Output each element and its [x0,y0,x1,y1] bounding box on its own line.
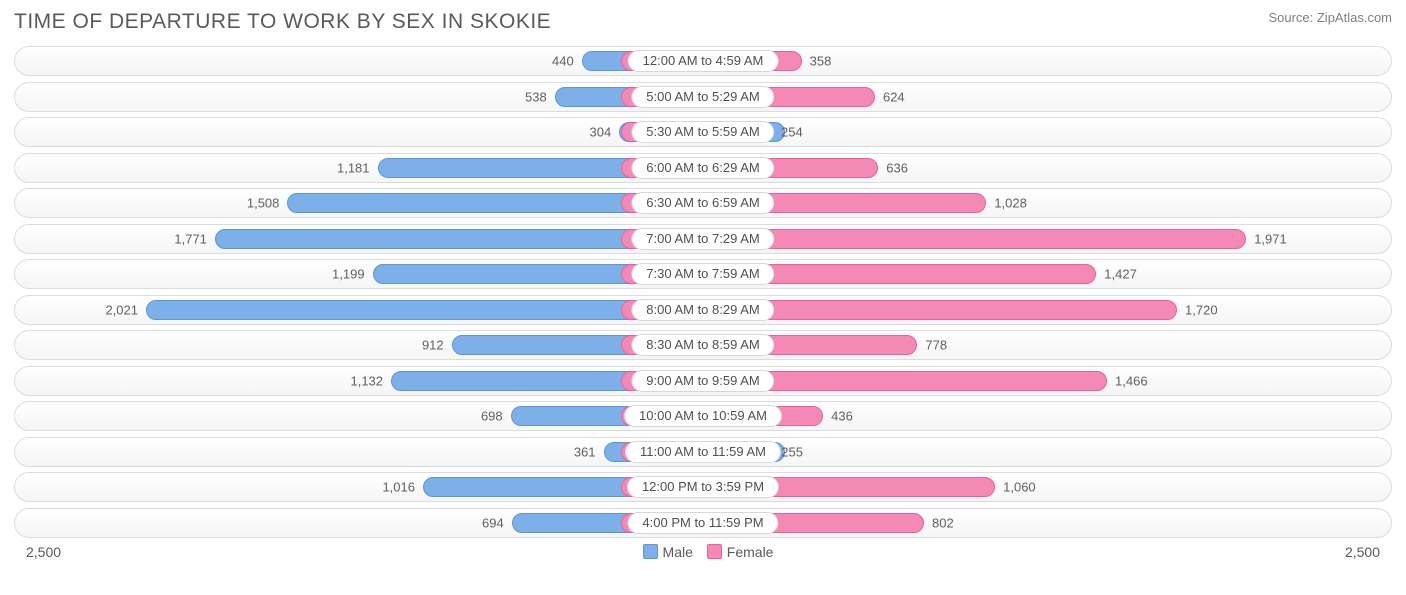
bar-row: 11:00 AM to 11:59 AM 361 255 [14,437,1392,467]
value-label-male: 1,771 [174,231,207,246]
value-label-female: 1,720 [1185,302,1218,317]
row-category-label: 6:30 AM to 6:59 AM [631,192,774,214]
bar-row: 12:00 AM to 4:59 AM 440 358 [14,46,1392,76]
value-label-female: 1,060 [1003,480,1036,495]
value-label-female: 1,427 [1104,267,1137,282]
value-label-female: 1,466 [1115,373,1148,388]
value-label-male: 1,199 [332,267,365,282]
legend-label-male: Male [663,544,693,560]
value-label-female: 778 [925,338,947,353]
value-label-male: 361 [574,444,596,459]
bar-row: 8:00 AM to 8:29 AM 2,021 1,720 [14,295,1392,325]
bar-row: 6:00 AM to 6:29 AM 1,181 636 [14,153,1392,183]
row-category-label: 7:00 AM to 7:29 AM [631,228,774,250]
row-category-label: 12:00 PM to 3:59 PM [627,476,779,498]
bar-row: 4:00 PM to 11:59 PM 694 802 [14,508,1392,538]
value-label-male: 694 [482,515,504,530]
value-label-female: 1,028 [994,196,1027,211]
chart-title: TIME OF DEPARTURE TO WORK BY SEX IN SKOK… [14,10,551,34]
value-label-female: 436 [831,409,853,424]
bar-row: 12:00 PM to 3:59 PM 1,016 1,060 [14,472,1392,502]
value-label-female: 802 [932,515,954,530]
chart-footer: 2,500 2,500 Male Female [14,544,1392,560]
row-category-label: 7:30 AM to 7:59 AM [631,263,774,285]
bar-row: 6:30 AM to 6:59 AM 1,508 1,028 [14,188,1392,218]
bar-row: 5:30 AM to 5:59 AM 304 254 [14,117,1392,147]
row-category-label: 10:00 AM to 10:59 AM [624,405,782,427]
value-label-male: 1,016 [382,480,415,495]
value-label-female: 254 [781,125,803,140]
chart-header: TIME OF DEPARTURE TO WORK BY SEX IN SKOK… [14,10,1392,34]
value-label-male: 698 [481,409,503,424]
value-label-female: 255 [781,444,803,459]
value-label-male: 1,508 [247,196,280,211]
value-label-male: 538 [525,89,547,104]
value-label-male: 1,132 [350,373,383,388]
axis-max-left: 2,500 [26,544,61,560]
legend-label-female: Female [727,544,774,560]
value-label-male: 440 [552,54,574,69]
row-category-label: 5:30 AM to 5:59 AM [631,121,774,143]
value-label-female: 636 [886,160,908,175]
value-label-female: 1,971 [1254,231,1287,246]
row-category-label: 11:00 AM to 11:59 AM [625,441,781,463]
chart-source: Source: ZipAtlas.com [1268,10,1392,25]
bar-row: 7:00 AM to 7:29 AM 1,771 1,971 [14,224,1392,254]
row-category-label: 4:00 PM to 11:59 PM [627,512,778,534]
row-category-label: 5:00 AM to 5:29 AM [631,86,774,108]
row-category-label: 9:00 AM to 9:59 AM [631,370,774,392]
value-label-male: 912 [422,338,444,353]
value-label-male: 2,021 [105,302,138,317]
bar-row: 8:30 AM to 8:59 AM 912 778 [14,330,1392,360]
row-category-label: 8:30 AM to 8:59 AM [631,334,774,356]
row-category-label: 12:00 AM to 4:59 AM [628,50,779,72]
value-label-female: 358 [810,54,832,69]
value-label-male: 304 [590,125,612,140]
value-label-female: 624 [883,89,905,104]
value-label-male: 1,181 [337,160,370,175]
row-category-label: 8:00 AM to 8:29 AM [631,299,774,321]
bar-row: 5:00 AM to 5:29 AM 538 624 [14,82,1392,112]
legend-swatch-male [643,544,658,559]
bar-row: 9:00 AM to 9:59 AM 1,132 1,466 [14,366,1392,396]
legend: Male Female [14,544,1392,560]
row-category-label: 6:00 AM to 6:29 AM [631,157,774,179]
bar-row: 10:00 AM to 10:59 AM 698 436 [14,401,1392,431]
bar-row: 7:30 AM to 7:59 AM 1,199 1,427 [14,259,1392,289]
legend-swatch-female [707,544,722,559]
diverging-bar-chart: 12:00 AM to 4:59 AM 440 358 5:00 AM to 5:29… [14,46,1392,538]
axis-max-right: 2,500 [1345,544,1380,560]
